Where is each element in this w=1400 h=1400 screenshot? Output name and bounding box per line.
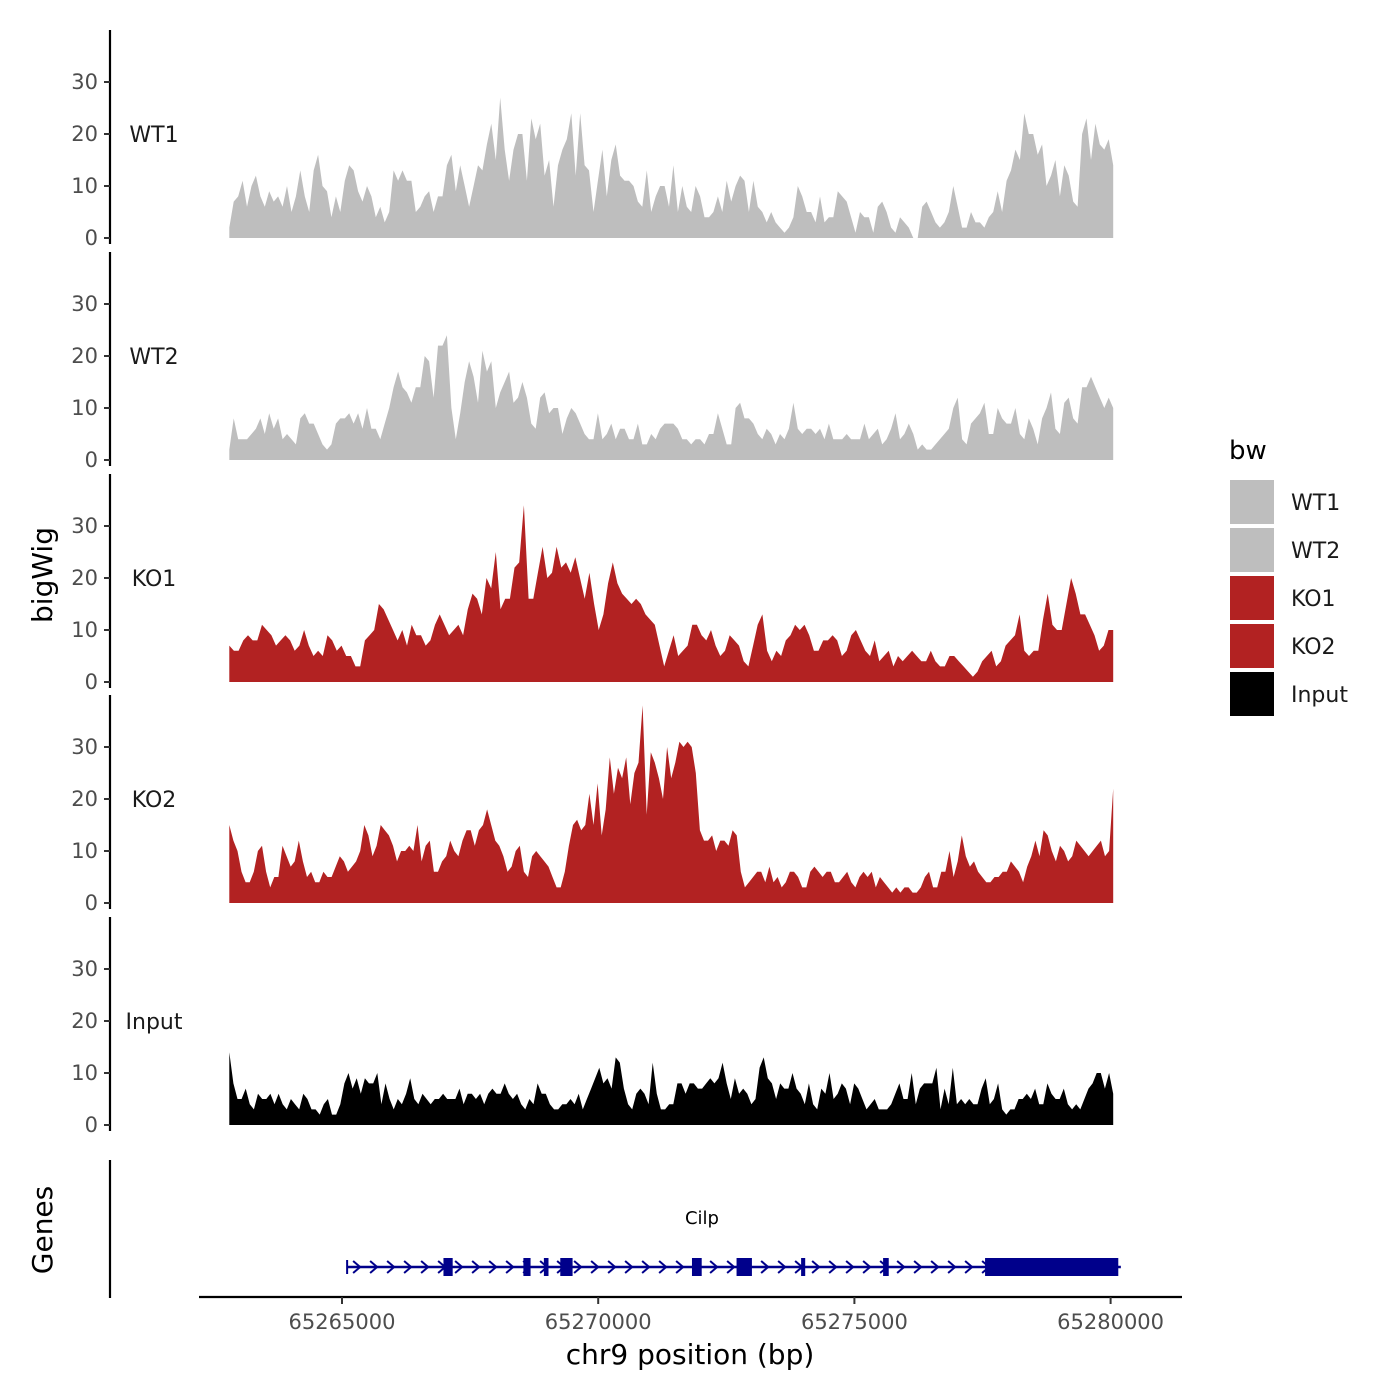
strand-arrow [403, 1260, 413, 1274]
y-tick-label: 20 [71, 122, 98, 146]
strand-arrow [896, 1260, 906, 1274]
strand-arrow [811, 1260, 821, 1274]
x-tick-label: 65275000 [801, 1310, 908, 1334]
strand-arrow [675, 1260, 685, 1274]
y-tick-label: 20 [71, 1009, 98, 1033]
gene-cilp: Cilp [346, 1208, 1121, 1276]
strand-arrow [590, 1260, 600, 1274]
y-tick-label: 10 [71, 174, 98, 198]
strand-arrow [471, 1260, 481, 1274]
x-axis-title: chr9 position (bp) [566, 1338, 815, 1371]
gene-exon [560, 1258, 573, 1276]
y-tick-label: 30 [71, 735, 98, 759]
tracks-group: 0 10 20 30 WT1 0 10 20 30 WT2 0 10 20 30 KO1 0 10 20 30 KO2… [71, 30, 1114, 1137]
y-tick-label: 10 [71, 839, 98, 863]
gene-exon [801, 1258, 806, 1276]
strand-arrow [658, 1260, 668, 1274]
strand-arrow [641, 1260, 651, 1274]
strand-arrow [420, 1260, 430, 1274]
y-tick-label: 20 [71, 344, 98, 368]
gene-name-label: Cilp [685, 1208, 719, 1229]
legend: bw WT1 WT2 KO1 KO2 Input [1229, 436, 1348, 716]
track-label: WT1 [129, 123, 178, 148]
signal-area-wt2 [229, 335, 1114, 460]
y-tick-label: 10 [71, 396, 98, 420]
x-axis: 65265000 65270000 65275000 65280000 [199, 1295, 1182, 1334]
strand-arrow [454, 1260, 464, 1274]
strand-arrow [709, 1260, 719, 1274]
track-label: Input [126, 1010, 183, 1035]
track-label: WT2 [129, 345, 178, 370]
signal-area-ko1 [229, 505, 1114, 682]
strand-arrow [913, 1260, 923, 1274]
strand-arrow [777, 1260, 787, 1274]
x-tick-label: 65270000 [545, 1310, 652, 1334]
strand-arrow [964, 1260, 974, 1274]
strand-arrow [505, 1260, 515, 1274]
y-tick-label: 30 [71, 70, 98, 94]
legend-label: KO2 [1291, 635, 1336, 660]
signal-area-ko2 [229, 705, 1114, 903]
y-tick-label: 30 [71, 957, 98, 981]
y-tick-label: 20 [71, 787, 98, 811]
gene-exon [691, 1258, 702, 1276]
legend-label: WT1 [1291, 491, 1340, 516]
signal-area-wt1 [229, 97, 1114, 238]
gene-exon [883, 1258, 889, 1276]
gene-exon [523, 1258, 531, 1276]
legend-key-wt2 [1230, 528, 1274, 572]
strand-arrow [930, 1260, 940, 1274]
legend-key-input [1230, 672, 1274, 716]
x-tick-label: 65265000 [289, 1310, 396, 1334]
strand-arrow [726, 1260, 736, 1274]
y-tick-label: 10 [71, 618, 98, 642]
track-ko1: 0 10 20 30 KO1 [71, 474, 1114, 694]
track-ko2: 0 10 20 30 KO2 [71, 695, 1114, 915]
strand-arrow [488, 1260, 498, 1274]
strand-arrow [845, 1260, 855, 1274]
signal-area-input [229, 1052, 1114, 1125]
y-tick-label: 0 [85, 670, 98, 694]
strand-arrow [607, 1260, 617, 1274]
strand-arrow [352, 1260, 362, 1274]
track-label: KO2 [132, 788, 177, 813]
x-tick-label: 65280000 [1057, 1310, 1164, 1334]
strand-arrow [573, 1260, 583, 1274]
legend-title: bw [1229, 436, 1267, 466]
gene-exon [443, 1258, 453, 1276]
y-tick-label: 10 [71, 1061, 98, 1085]
strand-arrow [862, 1260, 872, 1274]
strand-arrow [624, 1260, 634, 1274]
gene-exon [985, 1258, 1119, 1276]
y-tick-label: 0 [85, 891, 98, 915]
y-tick-label: 0 [85, 1113, 98, 1137]
y-tick-label: 0 [85, 226, 98, 250]
legend-key-wt1 [1230, 480, 1274, 524]
y-tick-label: 0 [85, 448, 98, 472]
gene-exon [736, 1258, 752, 1276]
strand-arrow [947, 1260, 957, 1274]
track-wt2: 0 10 20 30 WT2 [71, 252, 1114, 472]
y-tick-label: 30 [71, 292, 98, 316]
genes-axis-title: Genes [26, 1186, 59, 1274]
legend-label: KO1 [1291, 587, 1336, 612]
gene-panel: Cilp [108, 1160, 1121, 1298]
strand-arrow [760, 1260, 770, 1274]
legend-key-ko2 [1230, 624, 1274, 668]
y-axis-title: bigWig [26, 527, 59, 623]
track-label: KO1 [132, 567, 177, 592]
gene-exon [543, 1258, 549, 1276]
strand-arrow [828, 1260, 838, 1274]
strand-arrow [386, 1260, 396, 1274]
track-input: 0 10 20 30 Input [71, 917, 1114, 1137]
y-tick-label: 30 [71, 514, 98, 538]
strand-arrow [369, 1260, 379, 1274]
legend-label: WT2 [1291, 539, 1340, 564]
track-wt1: 0 10 20 30 WT1 [71, 30, 1114, 250]
legend-label: Input [1291, 683, 1348, 708]
y-tick-label: 20 [71, 566, 98, 590]
legend-key-ko1 [1230, 576, 1274, 620]
